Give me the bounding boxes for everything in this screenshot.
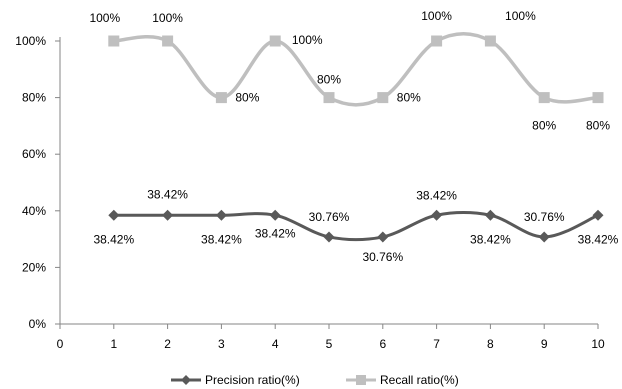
recall-data-label: 100%: [505, 9, 536, 23]
x-tick-label: 6: [379, 337, 386, 351]
legend-marker: [181, 375, 191, 385]
x-tick-label: 5: [326, 337, 333, 351]
data-point: [162, 209, 174, 221]
precision-data-label: 38.42%: [93, 232, 134, 246]
data-point: [592, 209, 604, 221]
series-precision: [108, 209, 604, 243]
precision-data-label: 30.76%: [309, 210, 350, 224]
y-tick-label: 40%: [22, 204, 46, 218]
x-tick-label: 10: [591, 337, 605, 351]
legend: Precision ratio(%) Recall ratio(%): [171, 373, 459, 387]
legend-item-precision: Precision ratio(%): [171, 373, 300, 387]
recall-data-label: 80%: [235, 91, 259, 105]
x-tick-label: 9: [541, 337, 548, 351]
legend-label: Recall ratio(%): [380, 373, 459, 387]
data-point: [108, 35, 120, 47]
y-tick-label: 100%: [15, 34, 46, 48]
x-tick-label: 0: [57, 337, 64, 351]
x-tick-label: 8: [487, 337, 494, 351]
axes: 0% 20% 40% 60% 80% 100% 0 1 2 3 4 5 6 7 8 9 10: [15, 34, 605, 351]
series-layer: [108, 32, 604, 243]
precision-data-label: 38.42%: [201, 232, 242, 246]
x-tick-label: 3: [218, 337, 225, 351]
legend-item-recall: Recall ratio(%): [346, 373, 459, 387]
recall-data-label: 100%: [292, 33, 323, 47]
x-tick-label: 7: [433, 337, 440, 351]
recall-data-label: 80%: [532, 119, 556, 133]
data-labels: 38.42% 38.42% 38.42% 38.42% 30.76% 30.76% 38.4…: [89, 9, 618, 264]
x-tick-label: 1: [110, 337, 117, 351]
series-line: [112, 32, 600, 107]
x-tick-label: 2: [164, 337, 171, 351]
precision-data-label: 30.76%: [524, 210, 565, 224]
precision-data-label: 38.42%: [255, 226, 296, 240]
data-point: [538, 92, 550, 104]
recall-data-label: 100%: [152, 11, 183, 25]
y-tick-label: 80%: [22, 91, 46, 105]
data-point: [108, 209, 120, 221]
data-point: [269, 35, 281, 47]
recall-data-label: 100%: [89, 11, 120, 25]
recall-data-label: 80%: [586, 119, 610, 133]
recall-data-label: 80%: [317, 73, 341, 87]
data-point: [484, 209, 496, 221]
data-point: [323, 92, 335, 104]
legend-marker: [356, 375, 366, 385]
y-tick-label: 60%: [22, 147, 46, 161]
recall-data-label: 100%: [421, 9, 452, 23]
precision-data-label: 38.42%: [578, 232, 619, 246]
data-point: [215, 209, 227, 221]
data-point: [162, 35, 174, 47]
precision-data-label: 38.42%: [416, 188, 457, 202]
series-line: [112, 211, 600, 242]
series-recall: [108, 32, 604, 107]
precision-data-label: 38.42%: [470, 232, 511, 246]
precision-data-label: 38.42%: [147, 187, 188, 201]
precision-data-label: 30.76%: [362, 250, 403, 264]
data-point: [215, 92, 227, 104]
data-point: [269, 209, 281, 221]
data-point: [592, 92, 604, 104]
data-point: [323, 231, 335, 243]
data-point: [538, 231, 550, 243]
x-tick-label: 4: [272, 337, 279, 351]
data-point: [431, 35, 443, 47]
y-tick-label: 0%: [29, 317, 47, 331]
legend-label: Precision ratio(%): [205, 373, 300, 387]
data-point: [431, 209, 443, 221]
data-point: [377, 231, 389, 243]
y-tick-label: 20%: [22, 260, 46, 274]
data-point: [484, 35, 496, 47]
data-point: [377, 92, 389, 104]
recall-data-label: 80%: [397, 91, 421, 105]
